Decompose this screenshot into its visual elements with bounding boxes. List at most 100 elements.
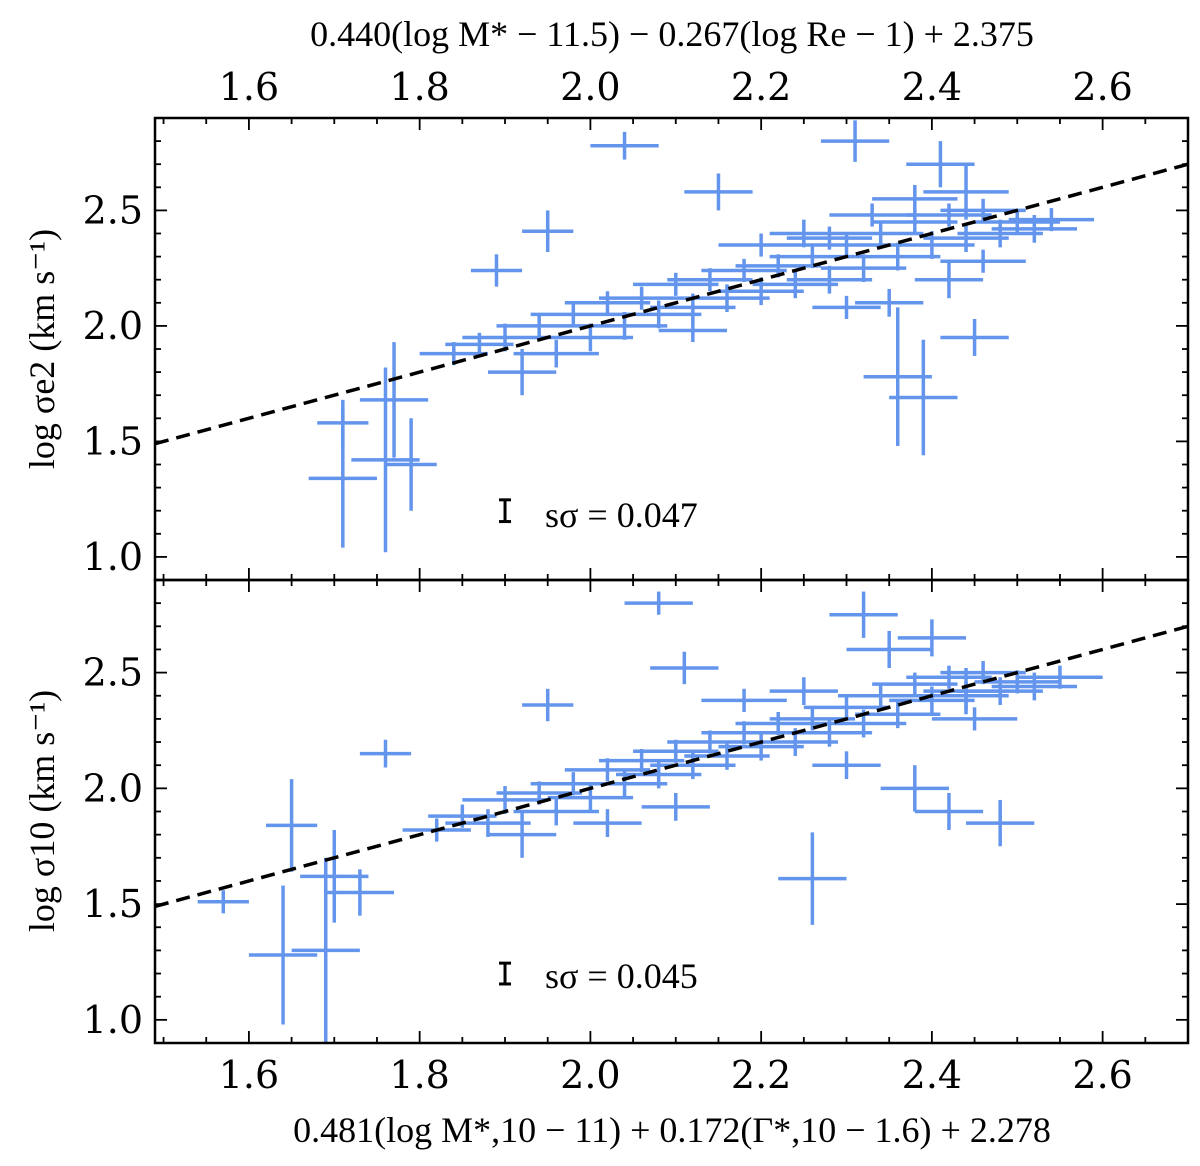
x-tick-label: 2.6 (1072, 1053, 1132, 1097)
data-point (889, 231, 975, 259)
data-point (837, 684, 924, 708)
data-point (812, 295, 881, 319)
data-point (897, 619, 967, 657)
data-point (701, 688, 787, 712)
data-point (820, 120, 890, 162)
y-tick-label: 2.0 (83, 304, 143, 348)
x-tick-label: 2.0 (560, 65, 620, 109)
data-point (462, 323, 548, 352)
data-point (470, 254, 523, 287)
data-point (872, 184, 958, 213)
x-tick-label: 1.6 (219, 1053, 279, 1097)
data-point (547, 323, 634, 352)
data-point (906, 141, 975, 188)
data-point (573, 809, 642, 837)
data-point (308, 409, 377, 548)
x-tick-label: 1.8 (389, 65, 449, 109)
data-points (308, 120, 1095, 553)
data-point (786, 265, 873, 294)
y-tick-label: 1.0 (83, 535, 143, 579)
data-point (487, 811, 557, 858)
data-point (752, 270, 838, 299)
data-point (718, 277, 804, 306)
scatter-error-bar (499, 498, 512, 524)
data-point (940, 249, 1026, 273)
data-point (658, 318, 727, 343)
data-point (564, 291, 651, 315)
data-point (786, 226, 873, 250)
data-point (846, 630, 932, 668)
data-point (513, 797, 599, 826)
data-point (778, 832, 847, 925)
x-tick-label: 2.2 (731, 65, 791, 109)
data-point (496, 314, 582, 338)
data-point (641, 792, 710, 821)
data-point (385, 418, 437, 511)
data-point (966, 799, 1035, 847)
data-point (265, 779, 318, 872)
data-point (590, 131, 659, 160)
bottom-y-axis-label: log σ10 (km s⁻¹) (22, 690, 62, 932)
data-point (931, 707, 1018, 731)
data-point (248, 885, 318, 1025)
data-points (197, 591, 1103, 1043)
data-point (325, 869, 395, 916)
relation-line (155, 624, 1188, 909)
x-tick-label: 2.0 (560, 1053, 620, 1097)
relation-line (155, 162, 1188, 446)
data-point (829, 203, 915, 227)
data-point (1017, 665, 1103, 689)
data-point (880, 765, 949, 812)
data-point (855, 242, 941, 271)
data-point (291, 857, 360, 1043)
data-point (855, 288, 924, 317)
data-point (769, 219, 838, 248)
top-y-axis-label: log σe2 (km s⁻¹) (22, 229, 62, 469)
x-tick-label: 2.2 (731, 1053, 791, 1097)
panel-top: 1.6 1.8 2.0 2.2 2.4 2.6 1.0 1.5 2.0 2.5 (83, 65, 1190, 582)
top-scatter-annotation: sσ = 0.047 (545, 495, 698, 535)
y-tick-label: 1.0 (83, 998, 143, 1042)
data-point (701, 258, 787, 283)
data-point (769, 677, 838, 706)
data-point (513, 339, 599, 368)
data-point (624, 591, 693, 615)
data-point (598, 286, 685, 310)
top-x-axis-label: 0.440(log M* − 11.5) − 0.267(log Re − 1)… (310, 14, 1034, 54)
x-tick-label: 1.6 (219, 65, 279, 109)
scatter-error-bar (499, 961, 512, 986)
data-point (530, 302, 617, 326)
data-point (487, 349, 557, 396)
data-point (923, 224, 1009, 252)
data-point (863, 307, 932, 447)
y-tick-label: 1.5 (83, 882, 143, 926)
data-point (633, 272, 719, 296)
data-point (812, 751, 881, 780)
x-tick-label: 2.6 (1072, 65, 1132, 109)
data-point (650, 651, 719, 685)
data-point (803, 695, 890, 719)
data-point (359, 342, 429, 458)
data-point (522, 210, 574, 252)
bottom-x-axis-label: 0.481(log M*,10 − 11) + 0.172(Γ*,10 − 1.… (293, 1110, 1051, 1150)
data-point (837, 221, 924, 246)
y-tick-label: 1.5 (83, 419, 143, 463)
data-point (906, 203, 992, 227)
x-tick-label: 2.4 (902, 65, 962, 109)
data-point (914, 261, 984, 299)
data-point (718, 732, 804, 761)
data-point (889, 339, 958, 456)
data-point (906, 665, 992, 689)
data-point (300, 830, 369, 923)
data-point (735, 711, 821, 736)
y-tick-label: 2.5 (83, 188, 143, 232)
data-point (940, 318, 1009, 356)
x-tick-label: 1.8 (389, 1053, 449, 1097)
data-point (914, 792, 984, 831)
data-point (522, 688, 574, 722)
data-point (359, 739, 412, 768)
y-tick-label: 2.0 (83, 766, 143, 810)
data-point (718, 233, 804, 257)
bottom-scatter-annotation: sσ = 0.045 (545, 956, 698, 996)
